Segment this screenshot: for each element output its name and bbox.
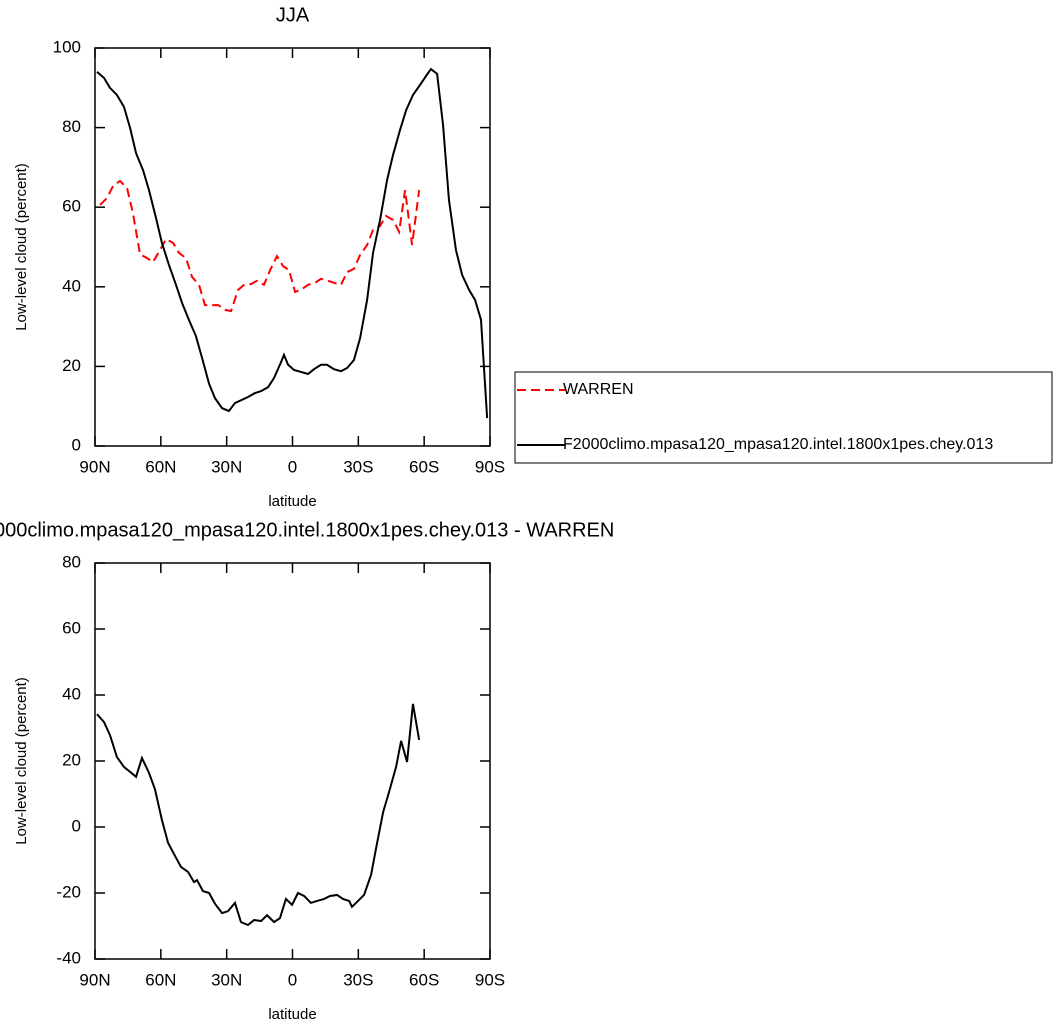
x-tick-label: 30S bbox=[343, 457, 373, 476]
legend-label: F2000climo.mpasa120_mpasa120.intel.1800x… bbox=[563, 436, 993, 453]
y-tick-label: 100 bbox=[53, 37, 81, 56]
data-line bbox=[96, 67, 489, 419]
y-tick-label: 60 bbox=[62, 197, 81, 216]
x-tick-label: 0 bbox=[288, 457, 297, 476]
chart-title: F2000climo.mpasa120_mpasa120.intel.1800x… bbox=[0, 519, 614, 541]
y-tick-label: 20 bbox=[62, 750, 81, 769]
y-tick-label: 0 bbox=[72, 435, 81, 454]
y-tick-label: -20 bbox=[56, 882, 81, 901]
x-tick-label: 90N bbox=[79, 457, 110, 476]
x-tick-label: 0 bbox=[288, 970, 297, 989]
legend-box bbox=[514, 371, 1053, 464]
y-tick-label: 20 bbox=[62, 356, 81, 375]
x-tick-label: 90N bbox=[79, 970, 110, 989]
x-tick-label: 60S bbox=[409, 457, 439, 476]
x-tick-label: 60N bbox=[145, 970, 176, 989]
x-axis-label: latitude bbox=[268, 493, 316, 510]
y-tick-label: -40 bbox=[56, 948, 81, 967]
x-tick-label: 90S bbox=[475, 457, 505, 476]
chart-title: JJA bbox=[276, 4, 310, 26]
plot-frame bbox=[94, 47, 491, 447]
x-tick-label: 60N bbox=[145, 457, 176, 476]
y-tick-label: 0 bbox=[72, 816, 81, 835]
x-tick-label: 60S bbox=[409, 970, 439, 989]
y-tick-label: 60 bbox=[62, 618, 81, 637]
data-line bbox=[96, 703, 421, 927]
x-tick-label: 30N bbox=[211, 970, 242, 989]
x-tick-label: 30S bbox=[343, 970, 373, 989]
y-axis-label: Low-level cloud (percent) bbox=[13, 163, 30, 331]
y-axis-label: Low-level cloud (percent) bbox=[13, 677, 30, 845]
y-tick-label: 40 bbox=[62, 684, 81, 703]
y-tick-label: 80 bbox=[62, 552, 81, 571]
x-tick-label: 30N bbox=[211, 457, 242, 476]
x-axis-label: latitude bbox=[268, 1006, 316, 1023]
data-line bbox=[99, 179, 421, 313]
plot-frame bbox=[94, 562, 491, 960]
y-tick-label: 80 bbox=[62, 117, 81, 136]
legend-label: WARREN bbox=[563, 381, 634, 398]
y-tick-label: 40 bbox=[62, 276, 81, 295]
x-tick-label: 90S bbox=[475, 970, 505, 989]
